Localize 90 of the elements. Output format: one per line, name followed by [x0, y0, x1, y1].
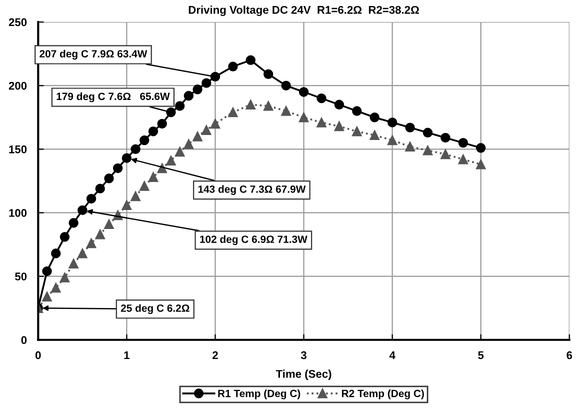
y-tick-label: 0: [21, 336, 27, 344]
point: [174, 146, 185, 157]
point: [263, 101, 274, 111]
point: [228, 107, 238, 118]
point: [246, 55, 256, 66]
point: [130, 191, 140, 202]
point: [148, 172, 158, 182]
point: [184, 90, 194, 101]
point: [184, 139, 194, 149]
y-tick-label: 100: [9, 209, 27, 217]
chart-title: Driving Voltage DC 24V R1=6.2Ω R2=38.2Ω: [188, 6, 419, 16]
point: [174, 101, 185, 111]
point: [263, 69, 274, 80]
point: [166, 156, 176, 166]
point: [60, 272, 70, 282]
point: [316, 118, 326, 128]
x-tick-label: 0: [36, 351, 41, 360]
x-tick-label: 5: [478, 351, 484, 360]
point: [228, 62, 238, 72]
point: [130, 144, 140, 154]
x-tick-label: 2: [212, 351, 218, 360]
point: [458, 154, 468, 164]
point: [387, 118, 398, 128]
point: [122, 153, 132, 163]
point: [476, 143, 486, 153]
point: [95, 229, 105, 240]
point: [202, 78, 212, 88]
x-axis-title: Time (Sec): [276, 370, 332, 380]
x-tick-label: 4: [389, 351, 396, 360]
annotation: 143 deg C 7.3Ω 67.9W: [198, 185, 306, 195]
y-tick-label: 150: [9, 145, 27, 154]
legend-label: R1 Temp (Deg C): [218, 390, 300, 400]
point: [298, 87, 309, 97]
point: [422, 146, 433, 156]
point: [440, 132, 450, 143]
point: [476, 160, 486, 170]
point: [370, 130, 380, 140]
point: [405, 142, 415, 152]
annotation: 179 deg C 7.6Ω 65.6W: [56, 92, 170, 102]
point: [316, 93, 326, 104]
point: [95, 184, 105, 194]
point: [458, 138, 468, 148]
point: [86, 194, 96, 204]
point: [112, 163, 123, 174]
point: [334, 100, 344, 110]
point: [352, 126, 362, 136]
point: [51, 248, 61, 258]
y-tick-label: 200: [8, 82, 27, 90]
point: [42, 292, 52, 302]
point: [78, 248, 88, 258]
point: [370, 112, 380, 122]
x-tick-label: 1: [124, 351, 130, 360]
point: [210, 72, 220, 82]
point: [166, 107, 176, 118]
point: [86, 238, 96, 248]
point: [140, 181, 150, 191]
point: [192, 84, 202, 94]
point: [51, 282, 61, 293]
point: [440, 149, 450, 160]
x-tick-label: 3: [300, 351, 306, 360]
point: [104, 174, 114, 184]
point: [405, 122, 415, 132]
y-tick-label: 250: [8, 18, 27, 26]
point: [60, 232, 70, 242]
point: [104, 219, 114, 230]
legend-label: R2 Temp (Deg C): [342, 390, 424, 400]
point: [210, 118, 220, 129]
annotation: 25 deg C 6.2Ω: [120, 304, 190, 314]
point: [246, 100, 256, 110]
point: [157, 118, 167, 129]
point: [78, 205, 88, 216]
point: [68, 258, 78, 268]
point: [192, 132, 202, 142]
y-tick-label: 50: [15, 272, 27, 280]
point: [42, 266, 52, 276]
point: [352, 106, 362, 116]
point: [281, 106, 291, 116]
point: [334, 121, 344, 132]
point: [122, 200, 132, 210]
x-tick-label: 6: [566, 351, 572, 360]
point: [298, 112, 309, 122]
point: [68, 218, 78, 228]
point: [387, 135, 398, 146]
point: [281, 80, 291, 90]
point: [422, 128, 433, 138]
point: [202, 125, 212, 135]
annotation: 207 deg C 7.9Ω 63.4W: [40, 50, 148, 60]
point: [140, 135, 150, 146]
point: [148, 126, 158, 136]
annotation: 102 deg C 6.9Ω 71.3W: [200, 235, 308, 246]
